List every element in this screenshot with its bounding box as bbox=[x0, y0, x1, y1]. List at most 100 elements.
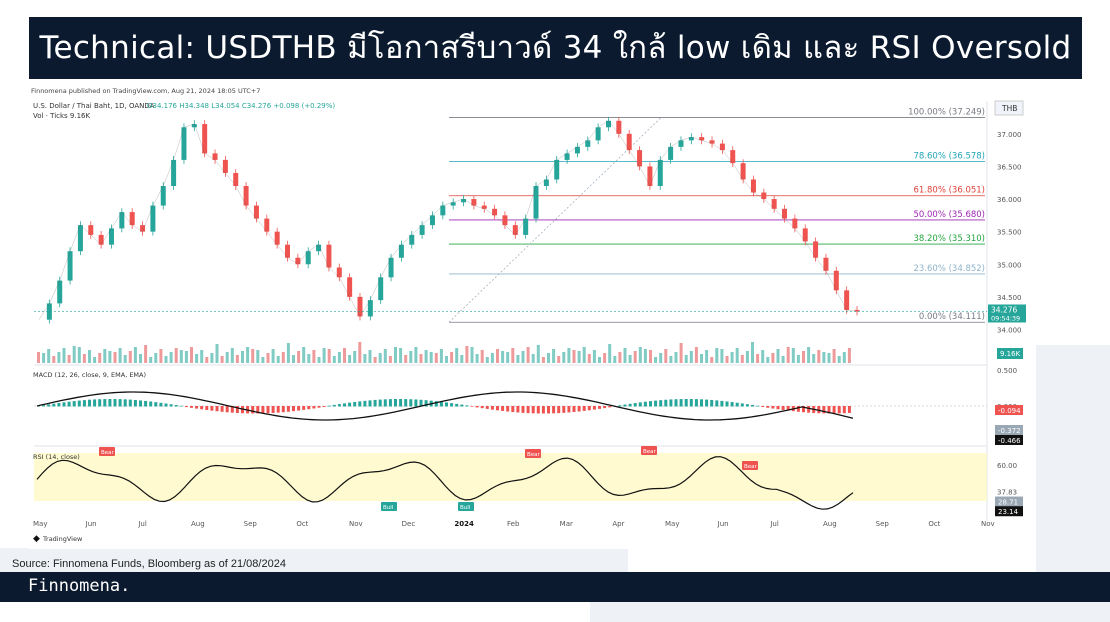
candle-body bbox=[171, 159, 177, 186]
candle-body bbox=[543, 179, 549, 186]
candle-body bbox=[357, 296, 363, 317]
macd-histogram-bar bbox=[475, 406, 479, 408]
volume-bar bbox=[536, 345, 540, 363]
macd-histogram-bar bbox=[67, 401, 71, 407]
volume-bar bbox=[246, 347, 250, 363]
candle-body bbox=[129, 212, 135, 226]
macd-histogram-bar bbox=[307, 406, 311, 410]
candle-body bbox=[202, 124, 208, 154]
volume-bar bbox=[480, 350, 484, 363]
price-tick-label: 35.000 bbox=[997, 261, 1022, 269]
volume-bar bbox=[796, 355, 800, 363]
macd-histogram-bar bbox=[664, 399, 668, 407]
candle-body bbox=[450, 202, 456, 206]
macd-histogram-bar bbox=[327, 405, 331, 407]
macd-histogram-bar bbox=[700, 399, 703, 407]
macd-histogram-bar bbox=[373, 399, 377, 407]
volume-bar bbox=[424, 350, 428, 363]
divergence-label: Bear bbox=[101, 450, 115, 456]
volume-bar bbox=[847, 348, 851, 363]
macd-histogram-bar bbox=[88, 399, 91, 407]
macd-histogram-bar bbox=[562, 406, 566, 413]
macd-histogram-bar bbox=[434, 401, 438, 407]
macd-histogram-bar bbox=[128, 399, 132, 407]
x-axis-label: Jul bbox=[769, 520, 779, 528]
candle-body bbox=[709, 140, 715, 144]
volume-bar bbox=[388, 356, 392, 363]
volume-bar bbox=[261, 357, 265, 363]
macd-histogram-bar bbox=[521, 406, 525, 413]
macd-histogram-bar bbox=[235, 406, 239, 414]
macd-histogram-bar bbox=[118, 399, 122, 407]
volume-bar bbox=[557, 356, 561, 363]
macd-histogram-bar bbox=[832, 406, 836, 414]
x-axis-label: Jul bbox=[137, 520, 147, 528]
volume-bar bbox=[82, 354, 86, 363]
macd-histogram-bar bbox=[802, 406, 805, 413]
volume-bar bbox=[225, 352, 229, 363]
volume-bar bbox=[363, 354, 367, 363]
volume-bar bbox=[592, 350, 596, 363]
macd-histogram-bar bbox=[123, 399, 127, 407]
currency-label: THB bbox=[1001, 104, 1017, 113]
macd-histogram-bar bbox=[358, 401, 362, 407]
macd-histogram-bar bbox=[674, 399, 678, 407]
volume-bar bbox=[139, 354, 142, 363]
divergence-badge bbox=[99, 447, 115, 456]
macd-histogram-bar bbox=[847, 406, 851, 413]
volume-bar bbox=[664, 349, 668, 363]
divergence-label: Bear bbox=[643, 449, 657, 455]
candle-body bbox=[678, 140, 684, 147]
divergence-label: Bull bbox=[383, 505, 394, 511]
candle-body bbox=[77, 225, 83, 252]
volume-bar bbox=[455, 348, 459, 363]
macd-histogram-bar bbox=[669, 399, 673, 407]
macd-histogram-bar bbox=[526, 406, 530, 414]
title-banner: Technical: USDTHB มีโอกาสรีบาวด์ 34 ใกล้… bbox=[29, 17, 1082, 79]
macd-value-badge bbox=[995, 405, 1023, 415]
published-note: Finnomena published on TradingView.com, … bbox=[31, 87, 260, 95]
macd-value-badge bbox=[995, 425, 1023, 435]
macd-histogram-bar bbox=[190, 406, 193, 408]
macd-histogram-bar bbox=[455, 403, 459, 407]
macd-histogram-bar bbox=[184, 406, 188, 408]
volume-bar bbox=[786, 347, 790, 363]
footer-brand: Finnomena. bbox=[28, 576, 131, 596]
footer-bar: Finnomena. bbox=[0, 572, 1110, 602]
macd-histogram-bar bbox=[531, 406, 535, 414]
volume-bar bbox=[394, 347, 397, 363]
volume-bar bbox=[179, 350, 183, 363]
volume-bar bbox=[603, 353, 607, 363]
last-price-badge bbox=[988, 304, 1026, 323]
macd-histogram-bar bbox=[404, 399, 408, 407]
volume-bar bbox=[511, 348, 515, 363]
volume-bar bbox=[817, 350, 821, 363]
macd-value-badge bbox=[995, 435, 1023, 445]
symbol-label: U.S. Dollar / Thai Baht, 1D, OANDA bbox=[33, 102, 155, 110]
macd-histogram-bar bbox=[761, 406, 765, 407]
candle-body bbox=[647, 166, 653, 186]
macd-histogram-bar bbox=[511, 406, 515, 413]
x-axis-label: Dec bbox=[402, 520, 416, 528]
volume-bar bbox=[807, 347, 811, 363]
volume-bar bbox=[404, 355, 408, 363]
macd-histogram-bar bbox=[541, 406, 545, 414]
macd-histogram-bar bbox=[751, 404, 754, 407]
volume-bar bbox=[649, 350, 652, 363]
volume-bar bbox=[378, 353, 382, 363]
candle-body bbox=[160, 186, 166, 206]
candle-body bbox=[461, 199, 467, 203]
macd-histogram-bar bbox=[195, 406, 199, 409]
volume-bar bbox=[745, 351, 749, 363]
volume-bar bbox=[200, 350, 204, 363]
macd-histogram-bar bbox=[638, 402, 642, 407]
rsi-value-badge bbox=[995, 496, 1023, 507]
macd-histogram-bar bbox=[633, 403, 637, 407]
macd-histogram-bar bbox=[567, 406, 571, 413]
volume-bar bbox=[761, 350, 765, 363]
candle-body bbox=[274, 231, 280, 245]
volume-bar bbox=[439, 349, 443, 363]
volume-bar bbox=[312, 350, 316, 363]
macd-histogram-bar bbox=[501, 406, 505, 411]
candle-body bbox=[98, 234, 104, 245]
